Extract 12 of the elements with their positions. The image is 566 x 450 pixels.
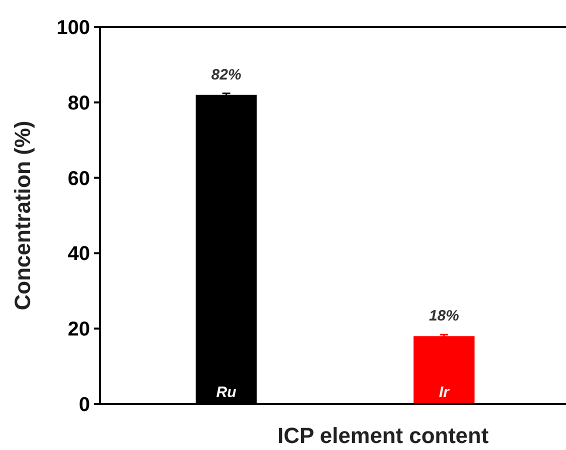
y-tick-label: 20 (68, 318, 90, 341)
data-label: 82% (211, 66, 242, 84)
y-tick-label: 0 (78, 394, 90, 416)
y-tick-label: 60 (68, 168, 90, 190)
y-tick-label: 80 (68, 92, 90, 114)
y-tick-label: 100 (56, 17, 90, 39)
data-label: 18% (429, 308, 460, 325)
x-tick-label: Ru (216, 384, 236, 401)
y-tick-label: 40 (68, 243, 90, 266)
y-axis-title: Concentration (%) (10, 120, 35, 310)
x-axis-title: ICP element content (277, 423, 490, 448)
x-tick-label: Ir (439, 384, 450, 401)
